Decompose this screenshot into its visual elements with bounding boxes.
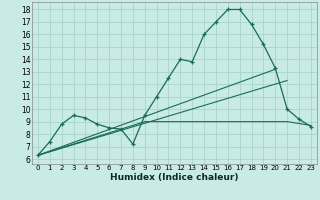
X-axis label: Humidex (Indice chaleur): Humidex (Indice chaleur) xyxy=(110,173,239,182)
